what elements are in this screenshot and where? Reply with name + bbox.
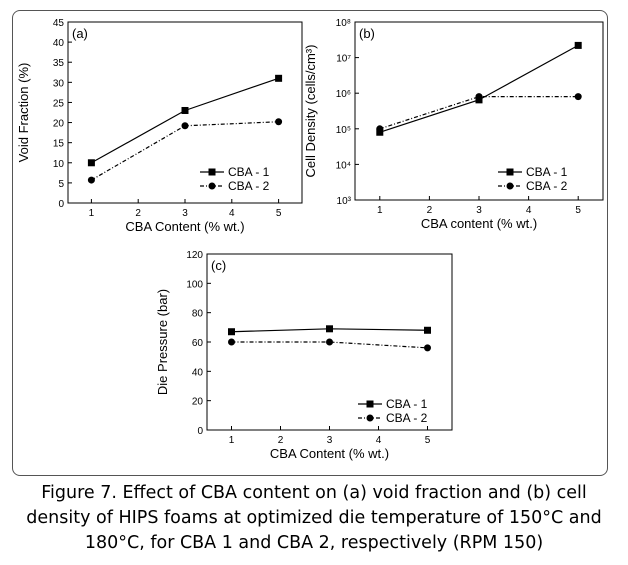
data-point bbox=[181, 106, 189, 114]
x-tick-label: 1 bbox=[229, 435, 235, 446]
y-tick-label: 40 bbox=[53, 38, 65, 49]
chart-panel-2: (b) 1 2 3 4 5 10³ 10⁴ 10⁵ 10⁶ 10⁷ 10⁸ CBA content (%… bbox=[303, 18, 604, 231]
x-tick-label: 5 bbox=[425, 435, 431, 446]
panel-label: (a) bbox=[72, 26, 88, 41]
data-point bbox=[228, 328, 235, 336]
legend-label: CBA - 1 bbox=[526, 165, 568, 179]
data-point bbox=[326, 338, 333, 346]
x-tick-label: 3 bbox=[327, 435, 333, 446]
x-axis-label: CBA content (% wt.) bbox=[421, 216, 537, 231]
legend-label: CBA - 1 bbox=[386, 397, 428, 411]
data-point bbox=[574, 93, 582, 101]
x-axis-label: CBA Content (% wt.) bbox=[270, 446, 389, 461]
y-tick-label: 15 bbox=[53, 139, 65, 150]
series-line-1 bbox=[91, 77, 279, 164]
x-tick-label: 2 bbox=[427, 205, 433, 216]
y-tick-label: 10⁷ bbox=[336, 54, 351, 65]
data-point bbox=[424, 344, 431, 352]
y-axis-label: Cell Density (cells/cm³) bbox=[303, 45, 318, 178]
x-tick-label: 1 bbox=[377, 205, 383, 216]
y-tick-label: 45 bbox=[53, 18, 65, 29]
legend-label: CBA - 2 bbox=[526, 179, 568, 193]
x-tick-label: 4 bbox=[526, 205, 532, 216]
panel-label: (b) bbox=[359, 26, 375, 41]
y-tick-label: 80 bbox=[192, 309, 204, 320]
y-tick-label: 0 bbox=[197, 426, 203, 437]
y-tick-label: 30 bbox=[53, 78, 65, 89]
legend-marker bbox=[366, 414, 374, 422]
x-tick-label: 2 bbox=[278, 435, 284, 446]
y-tick-label: 120 bbox=[186, 250, 203, 261]
data-point bbox=[87, 176, 95, 184]
caption-line-3: 180°C, for CBA 1 and CBA 2, respectively… bbox=[84, 533, 544, 553]
x-tick-label: 5 bbox=[575, 205, 581, 216]
legend-marker bbox=[366, 400, 374, 408]
figure-frame bbox=[12, 10, 608, 476]
y-tick-label: 40 bbox=[192, 367, 204, 378]
y-tick-label: 60 bbox=[192, 338, 204, 349]
legend-marker bbox=[208, 168, 216, 176]
y-axis-label: Void Fraction (%) bbox=[16, 63, 31, 163]
data-point bbox=[475, 93, 483, 101]
x-tick-label: 2 bbox=[135, 208, 141, 219]
data-point bbox=[87, 159, 95, 167]
x-tick-label: 1 bbox=[89, 208, 95, 219]
legend-marker bbox=[506, 168, 514, 176]
data-point bbox=[376, 125, 384, 133]
y-tick-label: 0 bbox=[58, 199, 64, 210]
y-tick-label: 100 bbox=[186, 279, 203, 290]
y-tick-label: 10⁸ bbox=[336, 18, 351, 29]
y-tick-label: 5 bbox=[58, 179, 64, 190]
x-tick-label: 5 bbox=[276, 208, 282, 219]
legend-label: CBA - 2 bbox=[386, 411, 428, 425]
figure-caption: Figure 7. Effect of CBA content on (a) v… bbox=[0, 481, 628, 556]
legend-label: CBA - 2 bbox=[228, 179, 270, 193]
data-point bbox=[326, 325, 333, 333]
y-tick-label: 20 bbox=[53, 119, 65, 130]
caption-line-2: density of HIPS foams at optimized die t… bbox=[26, 508, 602, 528]
panel-label: (c) bbox=[211, 258, 226, 273]
data-point bbox=[181, 122, 189, 130]
y-tick-label: 25 bbox=[53, 98, 65, 109]
x-tick-label: 3 bbox=[182, 208, 188, 219]
data-point bbox=[574, 41, 582, 49]
y-tick-label: 10⁵ bbox=[336, 125, 351, 136]
y-tick-label: 10⁶ bbox=[336, 89, 351, 100]
series-line-1 bbox=[379, 44, 579, 133]
caption-line-1: Figure 7. Effect of CBA content on (a) v… bbox=[41, 483, 587, 503]
series-line-2 bbox=[231, 341, 428, 349]
data-point bbox=[275, 74, 283, 82]
y-tick-label: 20 bbox=[192, 397, 204, 408]
x-tick-label: 4 bbox=[376, 435, 382, 446]
y-axis-label: Die Pressure (bar) bbox=[155, 289, 170, 395]
chart-panel-3: (c) 1 2 3 4 5 0 20 40 60 80 100 120 CBA Content (% wt… bbox=[155, 250, 453, 461]
data-point bbox=[275, 118, 283, 126]
y-tick-label: 10 bbox=[53, 159, 65, 170]
legend-label: CBA - 1 bbox=[228, 165, 270, 179]
legend-marker bbox=[208, 182, 216, 190]
x-tick-label: 3 bbox=[476, 205, 482, 216]
data-point bbox=[228, 338, 235, 346]
y-tick-label: 10³ bbox=[337, 196, 352, 207]
data-point bbox=[424, 326, 431, 334]
x-tick-label: 4 bbox=[229, 208, 235, 219]
legend-marker bbox=[506, 182, 514, 190]
y-tick-label: 35 bbox=[53, 58, 65, 69]
x-axis-label: CBA Content (% wt.) bbox=[125, 219, 244, 234]
y-tick-label: 10⁴ bbox=[336, 160, 351, 171]
